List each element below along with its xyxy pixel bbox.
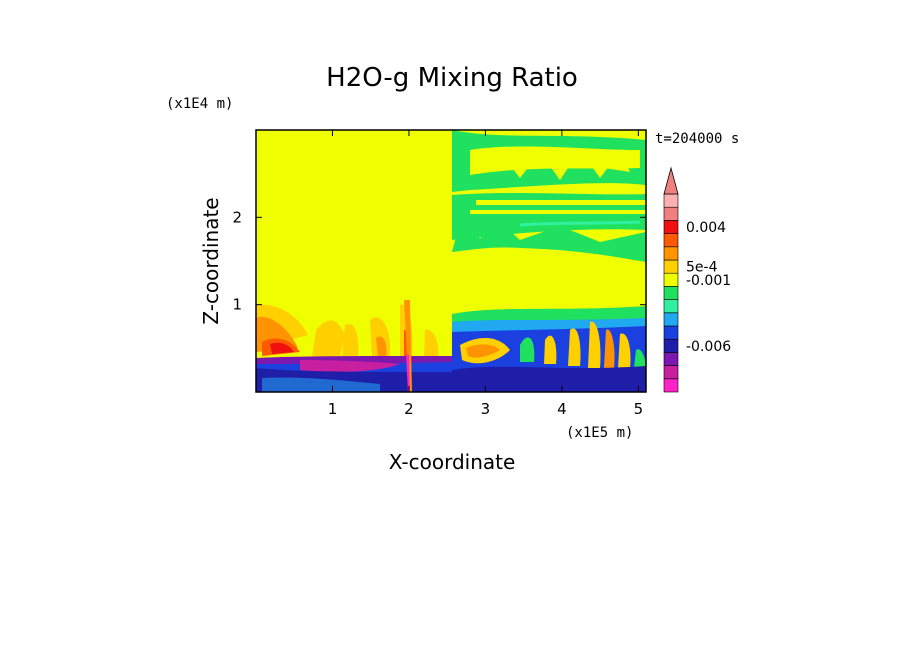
colorbar-swatch [663, 312, 679, 327]
colorbar-tick-label: -0.001 [686, 273, 731, 289]
x-tick-label: 4 [557, 400, 567, 418]
mixing-ratio-field [256, 130, 646, 392]
x-axis: 1 2 3 4 5 [328, 130, 643, 418]
colorbar-swatch [663, 352, 679, 366]
time-label: t=204000 s [655, 131, 739, 147]
chart-title: H2O-g Mixing Ratio [326, 63, 578, 93]
x-tick-label: 3 [481, 400, 491, 418]
y-tick-label: 1 [232, 296, 242, 314]
y-axis-label: Z-coordinate [199, 197, 223, 324]
colorbar: 0.004 5e-4-0.001 -0.006 [663, 166, 731, 393]
colorbar-swatch [663, 193, 679, 208]
colorbar-swatch [663, 365, 679, 380]
x-tick-label: 1 [328, 400, 338, 418]
x-axis-label: X-coordinate [389, 450, 516, 474]
y-axis: 12 [232, 208, 646, 314]
x-tick-label: 5 [634, 400, 644, 418]
colorbar-swatch [663, 299, 679, 314]
colorbar-tick-label: -0.006 [686, 339, 731, 355]
colorbar-swatch [663, 233, 679, 248]
colorbar-extend-arrow [663, 166, 679, 195]
plot-frame [255, 129, 647, 393]
colorbar-swatch [663, 206, 679, 221]
colorbar-swatch [663, 246, 679, 261]
y-scale-label: (x1E4 m) [166, 96, 233, 112]
colorbar-swatch [663, 286, 679, 300]
x-scale-label: (x1E5 m) [566, 425, 633, 441]
colorbar-tick-label: 0.004 [686, 220, 726, 236]
x-tick-label: 2 [404, 400, 414, 418]
colorbar-swatch [663, 220, 679, 234]
colorbar-swatch [663, 259, 679, 274]
colorbar-swatch [663, 325, 679, 340]
colorbar-tick-label: 5e-4 [686, 260, 718, 276]
y-tick-label: 2 [232, 208, 242, 226]
colorbar-swatch [663, 338, 679, 353]
colorbar-swatch [663, 378, 679, 393]
colorbar-swatch [663, 272, 679, 287]
